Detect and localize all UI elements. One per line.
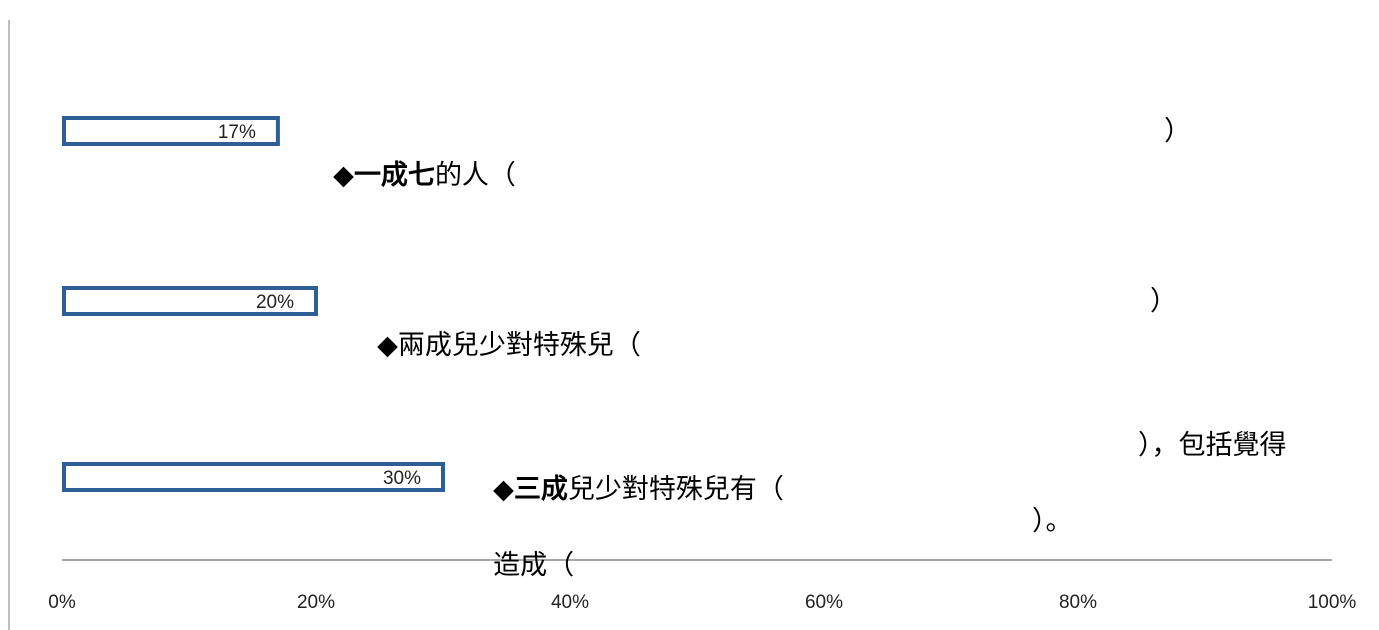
x-tick-label: 100%: [1308, 592, 1357, 613]
bar-2: [62, 286, 318, 316]
x-tick-label: 60%: [805, 592, 843, 613]
bar-value-label: 17%: [218, 122, 256, 143]
annotation-2-close: ）: [1150, 286, 1177, 317]
annotation-1-bold: 一成七: [353, 160, 435, 191]
x-tick-labels: 0% 20% 40% 60% 80% 100%: [48, 592, 1356, 613]
bar-3: [62, 462, 445, 492]
x-tick-label: 80%: [1059, 592, 1097, 613]
annotation-3-line2-close: ）。: [1032, 506, 1073, 537]
annotation-3: ◆三成兒少對特殊兒有（ ），包括覺得: [476, 424, 1286, 512]
annotation-3-bold: 三成: [513, 474, 568, 505]
diamond-icon: ◆: [333, 160, 354, 191]
x-tick-label: 0%: [48, 592, 76, 613]
annotation-1: ◆一成七的人（ ）: [316, 110, 1191, 198]
bar-value-label: 20%: [256, 292, 294, 313]
annotation-3-line2: 造成（ ）。: [476, 500, 1072, 588]
annotation-3-text: 兒少對特殊兒有（: [567, 474, 784, 505]
x-tick-label: 40%: [551, 592, 589, 613]
annotation-2-text: 兩成兒少對特殊兒（: [397, 330, 641, 361]
diamond-icon: ◆: [377, 330, 398, 361]
x-tick-label: 20%: [297, 592, 335, 613]
annotation-1-close: ）: [1164, 116, 1191, 147]
annotation-1-text: 的人（: [434, 160, 516, 191]
annotation-2: ◆兩成兒少對特殊兒（ ）: [360, 280, 1177, 368]
annotation-3-close: ），包括覺得: [1138, 430, 1287, 461]
bars-group: 17% 20% 30%: [62, 116, 445, 492]
annotation-3-line2-text: 造成（: [493, 550, 575, 581]
bar-value-label: 30%: [383, 468, 421, 489]
bar-1: [62, 116, 280, 146]
diamond-icon: ◆: [493, 474, 514, 505]
